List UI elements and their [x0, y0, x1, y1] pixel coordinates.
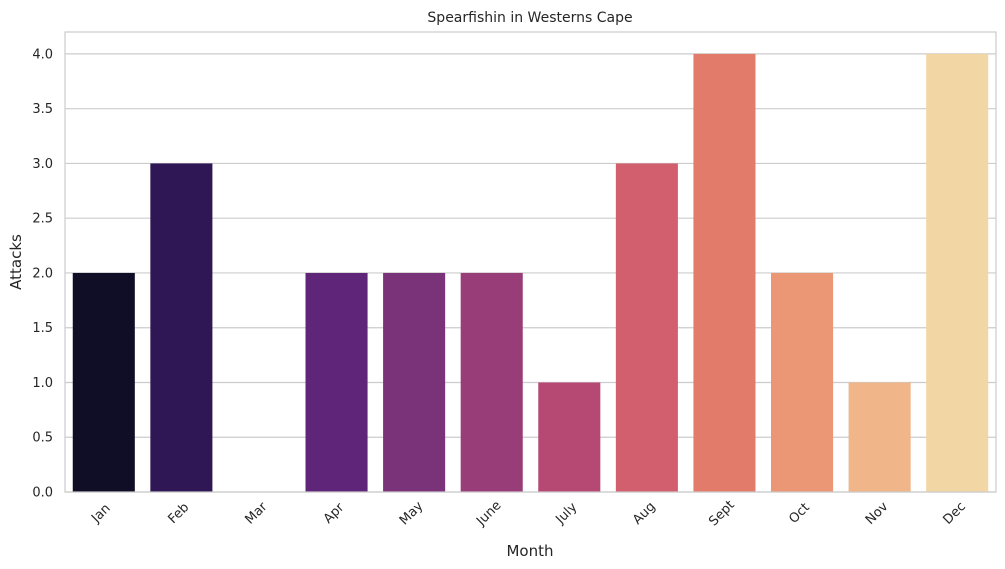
- x-tick-label: July: [553, 500, 581, 528]
- x-axis-label: Month: [506, 542, 553, 560]
- bar-jan: [72, 272, 135, 492]
- y-tick-label: 4.0: [32, 47, 53, 62]
- y-tick-label: 1.5: [32, 321, 53, 336]
- y-tick-label: 2.0: [32, 266, 53, 281]
- y-tick-label: 2.5: [32, 212, 53, 227]
- bar-sept: [693, 53, 756, 493]
- bar-dec: [926, 53, 989, 493]
- bar-may: [383, 272, 446, 492]
- y-tick-label: 0.0: [32, 486, 53, 501]
- x-tick-label: Sept: [706, 498, 738, 530]
- y-tick-label: 3.5: [32, 102, 53, 117]
- bar-july: [538, 382, 601, 492]
- y-tick-label: 3.0: [32, 157, 53, 172]
- x-tick-label: Feb: [165, 500, 192, 527]
- bar-nov: [848, 382, 911, 492]
- bar-apr: [305, 272, 368, 492]
- y-tick-label: 0.5: [32, 431, 53, 446]
- bar-oct: [771, 272, 834, 492]
- bars: [72, 53, 989, 493]
- x-tick-label: Oct: [786, 500, 813, 527]
- plot-frame: [64, 31, 997, 493]
- chart-title: Spearfishin in Westerns Cape: [427, 10, 632, 26]
- bar-feb: [150, 163, 213, 492]
- x-tick-label: Apr: [321, 500, 348, 527]
- x-tick-label: June: [473, 498, 504, 529]
- y-tick-label: 1.0: [32, 376, 53, 391]
- bar-aug: [615, 163, 678, 492]
- x-tick-label: Mar: [243, 499, 271, 527]
- y-axis-label: Attacks: [7, 234, 25, 290]
- x-tick-label: Dec: [941, 499, 969, 527]
- x-tick-label: Nov: [863, 499, 892, 528]
- x-tick-labels: Jan Feb Mar Apr May June July Aug Sept Oct Nov Dec: [88, 498, 969, 530]
- x-tick-label: Jan: [88, 501, 113, 526]
- x-tick-label: Aug: [630, 499, 659, 528]
- bar-june: [460, 272, 523, 492]
- x-tick-label: May: [397, 499, 427, 529]
- y-tick-labels: 0.0 0.5 1.0 1.5 2.0 2.5 3.0 3.5 4.0: [32, 47, 53, 500]
- gridlines: [65, 53, 996, 493]
